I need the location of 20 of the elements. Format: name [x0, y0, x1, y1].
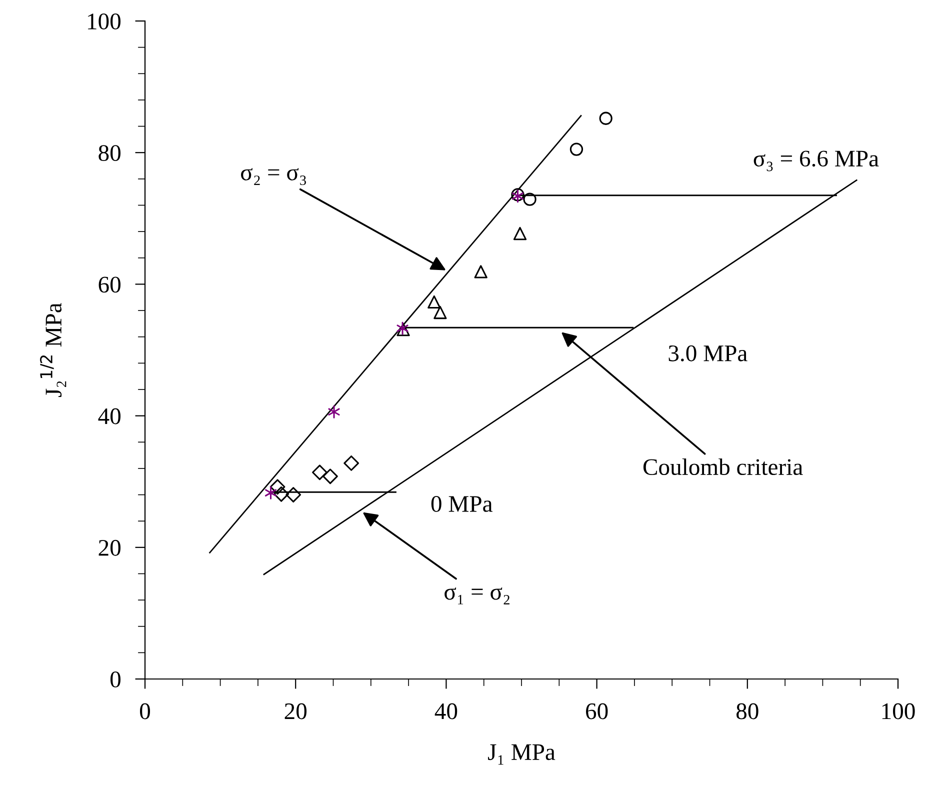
x-tick-label: 60: [586, 703, 608, 720]
x-tick-label: 80: [736, 703, 758, 720]
y-tick-label: 20: [98, 540, 120, 556]
y-tick-label: 0: [110, 671, 120, 688]
annotation: σ₁ = σ₂: [444, 587, 510, 604]
annotation: σ₂ = σ₃: [241, 168, 306, 186]
y-axis-title: J₂$^{1/2}$ MPa: [40, 302, 66, 397]
annotation: Coulomb criteria: [643, 458, 803, 476]
annotation: 3.0 MPa: [668, 345, 748, 362]
x-axis-title: J₁ MPa: [488, 744, 556, 765]
y-tick-label: 100: [88, 13, 120, 30]
x-tick-label: 0: [140, 703, 150, 720]
x-tick-label: 40: [434, 703, 458, 720]
x-tick-label: 20: [284, 703, 307, 720]
x-tick-label: 100: [882, 703, 915, 720]
annotation: σ₃ = 6.6 MPa: [754, 150, 879, 172]
y-tick-label: 80: [98, 145, 120, 162]
y-tick-label: 40: [98, 408, 120, 424]
annotation: 0 MPa: [431, 496, 492, 512]
y-tick-label: 60: [98, 276, 120, 293]
